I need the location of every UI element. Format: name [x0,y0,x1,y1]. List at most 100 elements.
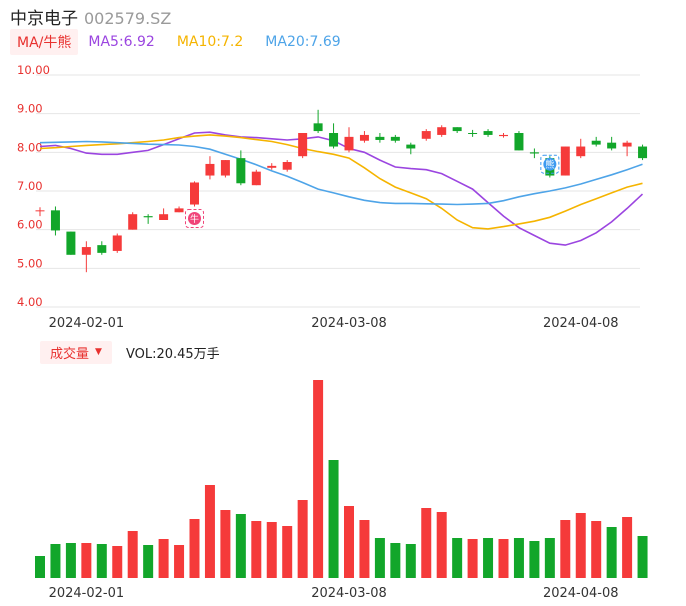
stock-name: 中京电子 [10,9,78,29]
candle-body [190,182,199,205]
candle-body [128,214,138,230]
candle-body [236,158,246,184]
candle-body [66,231,76,255]
bear-icon-frame [540,154,560,174]
volume-bar [96,544,107,578]
volume-bar [112,546,123,578]
volume-bar [158,539,169,578]
volume-bar [513,538,524,578]
volume-bar [266,522,277,578]
candle-body [483,131,493,135]
volume-bar [591,521,602,578]
volume-value: VOL:20.45万手 [125,346,220,362]
candle-body [421,131,431,139]
candle-body [437,127,447,135]
ma5-line [39,131,644,246]
ma-type-selector[interactable]: MA/牛熊 [10,29,79,55]
y-tick-label: 10.00 [17,63,50,77]
candle-body [205,163,215,176]
candle-body [344,136,354,151]
volume-bar [421,508,432,578]
candle-body [359,134,369,141]
candle-body [607,142,617,149]
bear-icon [543,157,557,171]
candle-body [143,216,153,218]
volume-bar [483,538,494,578]
volume-bar [637,536,648,578]
ma5-legend-item: MA5:6.92 [88,34,155,50]
candle-body [112,235,122,251]
volume-bar [498,539,509,578]
bull-icon-frame [185,208,204,228]
volume-bar [544,538,555,578]
candle-body [97,245,107,253]
volume-bar [374,538,385,578]
candle-body [576,146,586,157]
candle-body [638,146,648,159]
candle-body [159,214,169,220]
x-tick-label: 2024-02-01 [49,316,125,331]
volume-bar [436,512,447,578]
candle-body [499,134,508,137]
volume-bar [452,538,463,578]
volume-bar [560,520,571,578]
volume-bar [622,517,633,578]
x-tick-label: 2024-03-08 [311,316,387,331]
volume-bar [35,556,45,578]
y-tick-label: 7.00 [17,179,43,193]
candle-body [468,133,478,134]
bear-icon-label: 熊 [545,159,554,171]
candle-body [452,127,462,132]
candle-body [174,208,184,213]
candle-body [622,142,632,147]
ma20-line [39,140,643,206]
volume-bar [127,531,138,578]
candle-body [313,123,323,132]
candle-body [298,133,308,157]
stock-code: 002579.SZ [84,9,172,28]
volume-bar [390,543,401,578]
volume-bar [405,544,416,578]
volume-bar [143,545,154,578]
candle-body [514,133,524,151]
volume-bar [65,543,76,578]
volume-bar [174,545,185,578]
candle-body [267,165,277,168]
volume-legend: 成交量 ▼ VOL:20.45万手 [40,340,220,364]
volume-type-selector[interactable]: 成交量 ▼ [40,340,112,364]
x-tick-label: 2024-02-01 [49,586,125,601]
ma20-legend-item: MA20:7.69 [265,34,341,50]
candle-body [282,162,292,170]
volume-bar [328,460,339,578]
x-tick-label: 2024-04-08 [543,316,619,331]
ma10-line [39,134,643,230]
volume-bar [251,521,262,578]
candle-body [329,133,339,147]
candle-body [406,144,416,149]
bull-icon [188,211,201,225]
stock-header: 中京电子 002579.SZ [10,4,172,29]
volume-bar [189,519,200,578]
volume-bar [282,526,293,578]
candle-body [375,136,385,140]
ma10-legend-item: MA10:7.2 [176,34,244,50]
candle-body [81,247,91,255]
candle-body [390,136,400,141]
volume-bar [529,541,540,578]
volume-bar [81,543,92,578]
volume-type-label: 成交量 [50,346,90,362]
volume-bar [606,527,617,578]
candle-body [529,152,539,154]
volume-bar [50,544,61,578]
candle-body [220,160,230,176]
y-tick-label: 5.00 [17,256,43,270]
candle-body [35,210,45,212]
volume-bar [204,485,215,578]
candle-body [251,171,261,186]
bull-icon-label: 牛 [190,213,199,225]
y-tick-label: 6.00 [17,218,43,232]
x-tick-label: 2024-04-08 [543,586,619,601]
volume-bar [297,500,308,578]
candle-body [50,210,60,231]
